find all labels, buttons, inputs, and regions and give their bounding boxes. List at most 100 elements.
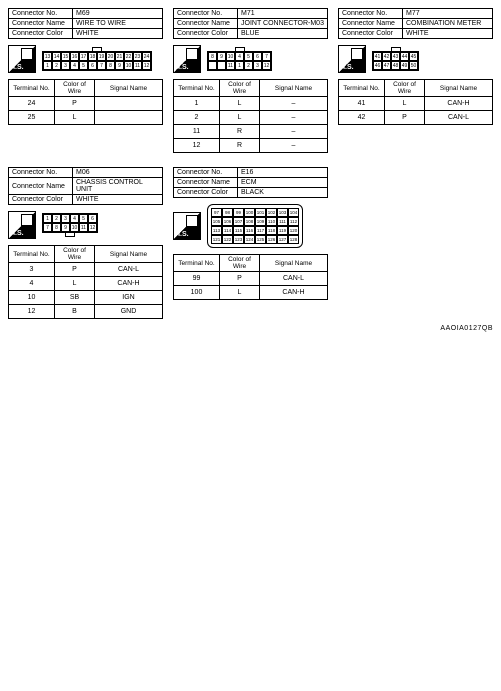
cell: – (260, 125, 328, 139)
cell: P (385, 111, 425, 125)
pin-cell: 123 (233, 235, 244, 244)
table-row: 2L– (174, 111, 328, 125)
pin-cell: 44 (400, 52, 409, 61)
pin-cell: 42 (382, 52, 391, 61)
pin-cell: 11 (226, 61, 235, 70)
pin-cell: 99 (233, 208, 244, 217)
pin-cell: 46 (373, 61, 382, 70)
pin-cell: 126 (266, 235, 277, 244)
pin-cell: 121 (211, 235, 222, 244)
table-row: 11R– (174, 125, 328, 139)
block-e16: Connector No.E16 Connector NameECM Conne… (173, 167, 328, 319)
pin-cell: 10 (124, 61, 133, 70)
pin-cell: 4 (70, 61, 79, 70)
pin-cell: 1 (43, 214, 52, 223)
pin-cell: 9 (61, 223, 70, 232)
pin-cell: 17 (79, 52, 88, 61)
meta-table: Connector No.M69 Connector NameWIRE TO W… (8, 8, 163, 39)
hs-icon: H.S. (173, 45, 201, 73)
connector-drawing-m77: 41424344454647484950 (372, 47, 419, 71)
cell: – (260, 139, 328, 153)
cell: L (220, 97, 260, 111)
meta-table: Connector No.M77 Connector NameCOMBINATI… (338, 8, 493, 39)
meta-label: Connector Color (9, 195, 73, 205)
meta-value: E16 (238, 168, 328, 178)
th-color: Color of Wire (220, 255, 260, 272)
pin-cell: 127 (277, 235, 288, 244)
meta-value: WIRE TO WIRE (73, 19, 163, 29)
meta-label: Connector No. (174, 168, 238, 178)
connector-drawing-m69: 131415161718192021222324123456789101112 (42, 47, 152, 71)
pin-cell: 97 (211, 208, 222, 217)
hs-row: H.S. 97989910010110210310410510610710810… (173, 204, 328, 248)
pin-cell: 102 (266, 208, 277, 217)
block-m77: Connector No.M77 Connector NameCOMBINATI… (338, 8, 493, 153)
cell: CAN-H (425, 97, 493, 111)
pin-cell: 104 (288, 208, 299, 217)
block-m06: Connector No.M06 Connector NameCHASSIS C… (8, 167, 163, 319)
page-grid: Connector No.M69 Connector NameWIRE TO W… (8, 8, 493, 319)
meta-label: Connector Color (9, 29, 73, 39)
pin-cell (208, 61, 217, 70)
pin-cell: 10 (70, 223, 79, 232)
pin-cell: 10 (226, 52, 235, 61)
cell: P (220, 272, 260, 286)
hs-icon: H.S. (173, 212, 201, 240)
meta-value: M06 (73, 168, 163, 178)
pin-cell: 18 (88, 52, 97, 61)
pin-cell: 4 (70, 214, 79, 223)
meta-label: Connector No. (9, 9, 73, 19)
cell: CAN-H (95, 277, 163, 291)
cell: GND (95, 305, 163, 319)
pin-cell: 5 (79, 214, 88, 223)
cell: 100 (174, 286, 220, 300)
signal-table: Terminal No.Color of WireSignal Name 1L–… (173, 79, 328, 153)
cell: 41 (339, 97, 385, 111)
cell: L (220, 111, 260, 125)
cell: 4 (9, 277, 55, 291)
cell: P (55, 97, 95, 111)
th-terminal: Terminal No. (9, 246, 55, 263)
connector-drawing-m06: 123456789101112 (42, 213, 98, 237)
pin-cell: 108 (244, 217, 255, 226)
pin-cell: 116 (244, 226, 255, 235)
pin-cell: 8 (208, 52, 217, 61)
pin-cell: 14 (52, 52, 61, 61)
cell: P (55, 263, 95, 277)
meta-label: Connector Color (174, 188, 238, 198)
block-m71: Connector No.M71 Connector NameJOINT CON… (173, 8, 328, 153)
meta-value: WHITE (403, 29, 493, 39)
table-row: 10SBIGN (9, 291, 163, 305)
pin-cell: 4 (235, 52, 244, 61)
pin-cell (217, 61, 226, 70)
pin-cell: 125 (255, 235, 266, 244)
pin-cell: 22 (124, 52, 133, 61)
pin-cell: 5 (79, 61, 88, 70)
pin-cell: 5 (244, 52, 253, 61)
table-row: 1L– (174, 97, 328, 111)
table-row: 12BGND (9, 305, 163, 319)
pin-cell: 50 (409, 61, 418, 70)
pin-cell: 16 (70, 52, 79, 61)
meta-label: Connector Name (174, 19, 238, 29)
hs-icon: H.S. (8, 211, 36, 239)
cell: CAN-L (425, 111, 493, 125)
cell: CAN-H (260, 286, 328, 300)
hs-row: H.S. 891045671112312 (173, 45, 328, 73)
pin-cell: 9 (217, 52, 226, 61)
pin-cell: 47 (382, 61, 391, 70)
table-row: 12R– (174, 139, 328, 153)
meta-value: M69 (73, 9, 163, 19)
block-m69: Connector No.M69 Connector NameWIRE TO W… (8, 8, 163, 153)
th-signal: Signal Name (95, 246, 163, 263)
meta-label: Connector No. (174, 9, 238, 19)
th-terminal: Terminal No. (174, 80, 220, 97)
th-color: Color of Wire (385, 80, 425, 97)
th-signal: Signal Name (260, 80, 328, 97)
meta-label: Connector Name (174, 178, 238, 188)
pin-cell: 98 (222, 208, 233, 217)
cell: 24 (9, 97, 55, 111)
cell: B (55, 305, 95, 319)
hs-row: H.S. 13141516171819202122232412345678910… (8, 45, 163, 73)
cell: IGN (95, 291, 163, 305)
